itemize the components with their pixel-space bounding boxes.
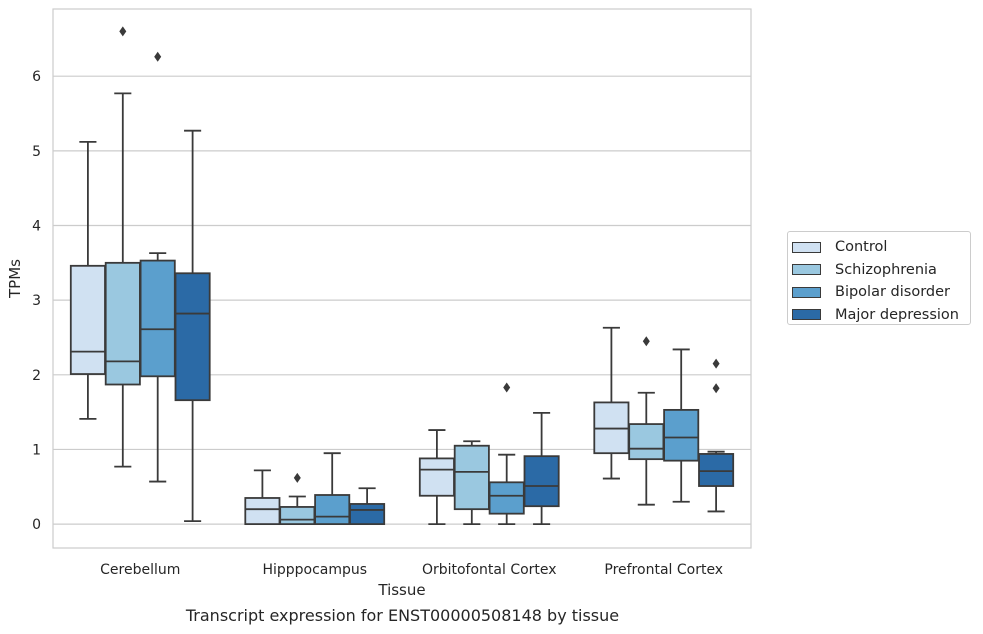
outlier-point [119, 26, 127, 37]
box-control [593, 326, 630, 480]
box-schizophrenia [279, 472, 316, 526]
y-axis-title: TPMs [6, 259, 24, 299]
x-tick-label: Cerebellum [100, 562, 180, 578]
box-iqr [104, 261, 141, 386]
box-iqr [174, 272, 211, 402]
box-major-depression [523, 411, 560, 526]
y-tick-label: 4 [32, 218, 41, 234]
box-iqr [663, 408, 700, 462]
y-tick-label: 1 [32, 442, 41, 458]
box-iqr [69, 264, 106, 375]
x-axis-title: Tissue [377, 581, 425, 599]
axis-ticks: 0 1 2 3 4 5 6 Cerebellum Hipppocampus Orbitofonta… [32, 69, 723, 578]
box-major-depression [174, 129, 211, 523]
box-iqr [244, 497, 281, 526]
legend-item: Bipolar disorder [792, 281, 970, 304]
legend-item: Major depression [792, 304, 970, 327]
legend-label: Major depression [835, 306, 959, 323]
box-iqr [453, 444, 490, 511]
y-tick-label: 6 [32, 69, 41, 85]
legend-item: Control [792, 236, 970, 259]
plot-frame [52, 8, 752, 549]
box-iqr [418, 457, 455, 497]
legend: Control Schizophrenia Bipolar disorder Majo… [787, 231, 971, 325]
legend-item: Schizophrenia [792, 259, 970, 282]
legend-swatch [792, 264, 821, 276]
outlier-point [293, 472, 301, 483]
legend-swatch [792, 241, 821, 253]
outlier-point [712, 383, 720, 394]
box-bipolar-disorder [663, 348, 700, 503]
box-schizophrenia [628, 336, 665, 506]
box-iqr [523, 455, 560, 508]
box-plot-marks [69, 26, 735, 526]
x-tick-label: Hipppocampus [262, 562, 367, 578]
outlier-point [503, 382, 511, 393]
legend-label: Schizophrenia [835, 261, 937, 278]
box-major-depression [349, 487, 386, 526]
box-iqr [349, 503, 386, 526]
legend-label: Bipolar disorder [835, 284, 950, 301]
box-iqr [628, 423, 665, 461]
x-tick-label: Orbitofontal Cortex [422, 562, 557, 578]
chart-caption: Transcript expression for ENST0000050814… [185, 606, 620, 625]
outlier-point [642, 336, 650, 347]
y-tick-label: 3 [32, 293, 41, 309]
box-iqr [314, 494, 351, 526]
box-schizophrenia [453, 440, 490, 526]
box-iqr [279, 506, 316, 526]
box-control [244, 469, 281, 526]
box-iqr [488, 481, 525, 515]
y-tick-label: 5 [32, 144, 41, 160]
box-bipolar-disorder [139, 51, 176, 483]
y-tick-label: 0 [32, 517, 41, 533]
legend-swatch [792, 286, 821, 298]
box-iqr [698, 453, 735, 487]
box-iqr [139, 259, 176, 378]
legend-label: Control [835, 239, 888, 256]
box-schizophrenia [104, 26, 141, 468]
box-major-depression [698, 358, 735, 513]
box-bipolar-disorder [314, 452, 351, 526]
box-bipolar-disorder [488, 382, 525, 526]
outlier-point [712, 358, 720, 369]
box-control [418, 429, 455, 526]
legend-swatch [792, 309, 821, 321]
y-tick-label: 2 [32, 368, 41, 384]
outlier-point [154, 51, 162, 62]
x-tick-label: Prefrontal Cortex [604, 562, 723, 578]
box-control [69, 140, 106, 420]
